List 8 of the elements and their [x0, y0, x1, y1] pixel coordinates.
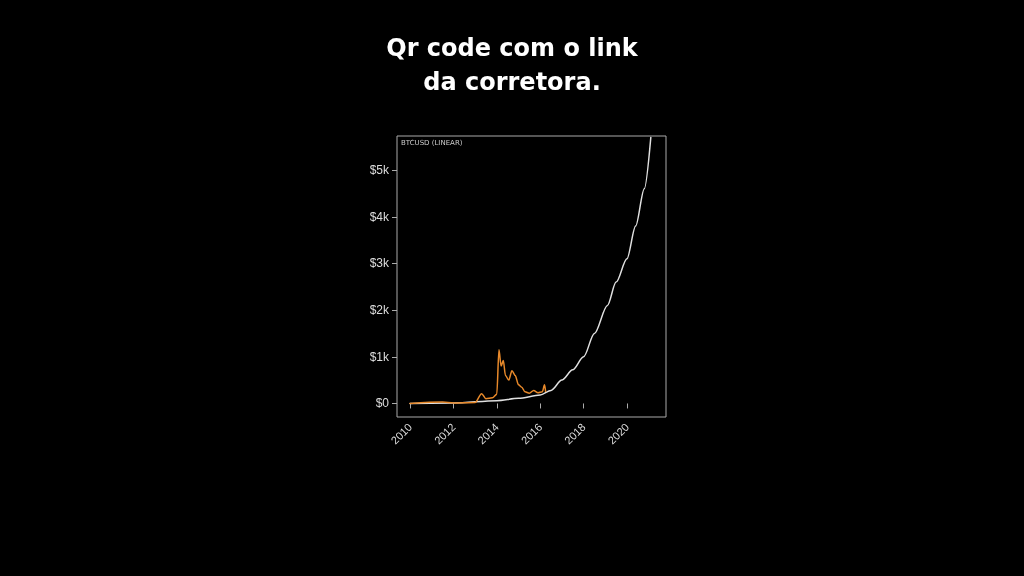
y-tick-label: $2k: [369, 303, 390, 318]
chart-title: Qr code com o link da corretora.: [386, 34, 639, 96]
y-tick-label: $4k: [369, 209, 390, 224]
y-tick-label: $5k: [369, 163, 390, 178]
line-series: [409, 349, 547, 405]
y-tick-label: $1k: [369, 349, 390, 364]
y-tick-label: $3k: [369, 256, 390, 271]
y-tick-label: $0: [375, 396, 390, 411]
